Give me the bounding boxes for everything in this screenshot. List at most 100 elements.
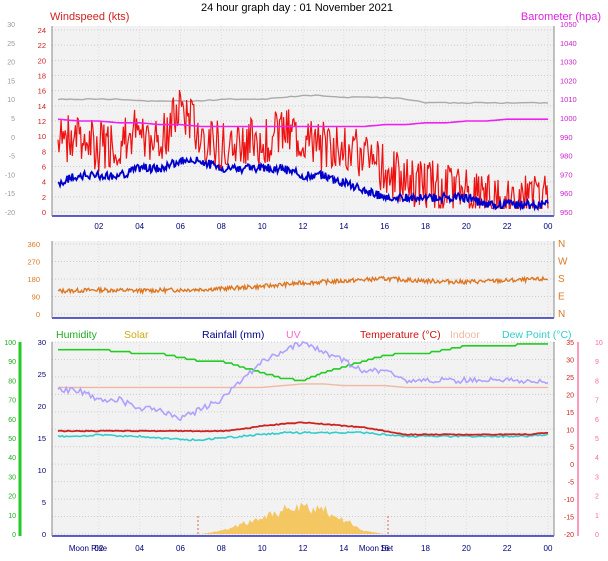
outer-tick: 0	[11, 135, 15, 142]
x-axis-tick: 00	[544, 222, 553, 231]
uv-tick: 10	[595, 340, 603, 347]
wind-gust-line	[57, 89, 549, 209]
outer-tick: 10	[7, 97, 15, 104]
barometer-line	[57, 118, 548, 128]
legend-item: UV	[286, 329, 301, 341]
uv-tick: 5	[595, 436, 599, 443]
humidity-tick: 30	[8, 474, 16, 481]
windspeed-tick: 0	[42, 208, 46, 217]
windspeed-tick: 24	[38, 26, 46, 35]
outer-tick: 30	[7, 22, 15, 29]
direction-tick: 180	[27, 275, 40, 284]
dew-point-line	[57, 430, 549, 442]
rainfall-tick: 0	[42, 530, 46, 539]
x-axis-tick: 20	[462, 222, 471, 231]
windspeed-tick: 2	[42, 193, 46, 202]
temperature-tick: 5	[570, 445, 574, 452]
humidity-tick: 100	[4, 340, 16, 347]
x-axis-tick: 04	[135, 544, 144, 553]
humidity-tick: 70	[8, 398, 16, 405]
legend-item: Solar	[124, 329, 149, 341]
temperature-tick: 10	[566, 427, 574, 434]
windspeed-axis-label: Windspeed (kts)	[50, 11, 129, 23]
humidity-tick: 40	[8, 455, 16, 462]
outer-tick: -5	[9, 154, 15, 161]
x-axis-tick: 00	[544, 544, 553, 553]
legend-item: Rainfall (mm)	[202, 329, 264, 341]
barometer-tick: 1000	[560, 114, 577, 123]
x-axis-tick: 22	[503, 222, 512, 231]
rainfall-tick: 15	[38, 434, 46, 443]
x-axis-tick: 18	[421, 544, 430, 553]
x-axis-tick: 22	[503, 544, 512, 553]
x-axis-tick: 16	[380, 222, 389, 231]
outer-tick: 25	[7, 41, 15, 48]
solar-area	[58, 502, 548, 534]
temperature-tick: 30	[566, 357, 574, 364]
direction-tick: 270	[27, 258, 40, 267]
temperature-tick: 25	[566, 375, 574, 382]
uv-tick: 0	[595, 532, 599, 539]
windspeed-tick: 10	[38, 132, 46, 141]
temperature-tick: -20	[564, 532, 574, 539]
uv-tick: 9	[595, 359, 599, 366]
barometer-tick: 970	[560, 170, 573, 179]
direction-tick: 0	[36, 310, 40, 319]
x-axis-tick: 02	[94, 544, 103, 553]
x-axis-tick: 14	[339, 544, 348, 553]
barometer-tick: 1040	[560, 39, 577, 48]
windspeed-tick: 12	[38, 117, 46, 126]
x-axis-tick: 08	[217, 544, 226, 553]
x-axis-tick: 20	[462, 544, 471, 553]
windspeed-tick: 6	[42, 163, 46, 172]
humidity-tick: 90	[8, 359, 16, 366]
windspeed-tick: 16	[38, 87, 46, 96]
windspeed-tick: 8	[42, 147, 46, 156]
rainfall-tick: 30	[38, 338, 46, 347]
windspeed-tick: 14	[38, 102, 46, 111]
x-axis-tick: 14	[339, 222, 348, 231]
rainfall-tick: 10	[38, 466, 46, 475]
x-axis-tick: 18	[421, 222, 430, 231]
uv-line	[57, 340, 549, 422]
x-axis-tick: 02	[94, 222, 103, 231]
uv-tick: 6	[595, 417, 599, 424]
windspeed-tick: 20	[38, 56, 46, 65]
temperature-tick: -5	[568, 480, 574, 487]
barometer-tick: 960	[560, 189, 573, 198]
direction-tick: 90	[32, 293, 40, 302]
x-axis-tick: 10	[258, 544, 267, 553]
legend-item: Humidity	[56, 329, 98, 341]
humidity-tick: 60	[8, 417, 16, 424]
x-axis-tick: 06	[176, 222, 185, 231]
barometer-tick: 990	[560, 133, 573, 142]
moon-rise-label: Moon Rise	[69, 544, 108, 553]
barometer-tick: 950	[560, 208, 573, 217]
legend-item: Temperature (°C)	[360, 329, 441, 341]
x-axis-tick: 06	[176, 544, 185, 553]
barometer-tick: 1010	[560, 95, 577, 104]
humidity-tick: 80	[8, 378, 16, 385]
moon-set-label: Moon Set	[359, 544, 394, 553]
outer-tick: 5	[11, 116, 15, 123]
humidity-line	[58, 343, 548, 382]
barometer-axis-label: Barometer (hpa)	[521, 11, 601, 23]
compass-tick: N	[558, 309, 565, 320]
compass-tick: E	[558, 292, 565, 303]
humidity-tick: 10	[8, 513, 16, 520]
x-axis-tick: 10	[258, 222, 267, 231]
rainfall-tick: 25	[38, 370, 46, 379]
windspeed-tick: 4	[42, 178, 46, 187]
barometer-tick: 1020	[560, 76, 577, 85]
barometer-tick: 1050	[560, 20, 577, 29]
outer-tick: -15	[5, 191, 15, 198]
x-axis-tick: 16	[380, 544, 389, 553]
direction-tick: 360	[27, 240, 40, 249]
compass-tick: W	[558, 257, 568, 268]
uv-tick: 2	[595, 494, 599, 501]
x-axis-tick: 12	[299, 222, 308, 231]
temperature-line	[57, 421, 549, 436]
